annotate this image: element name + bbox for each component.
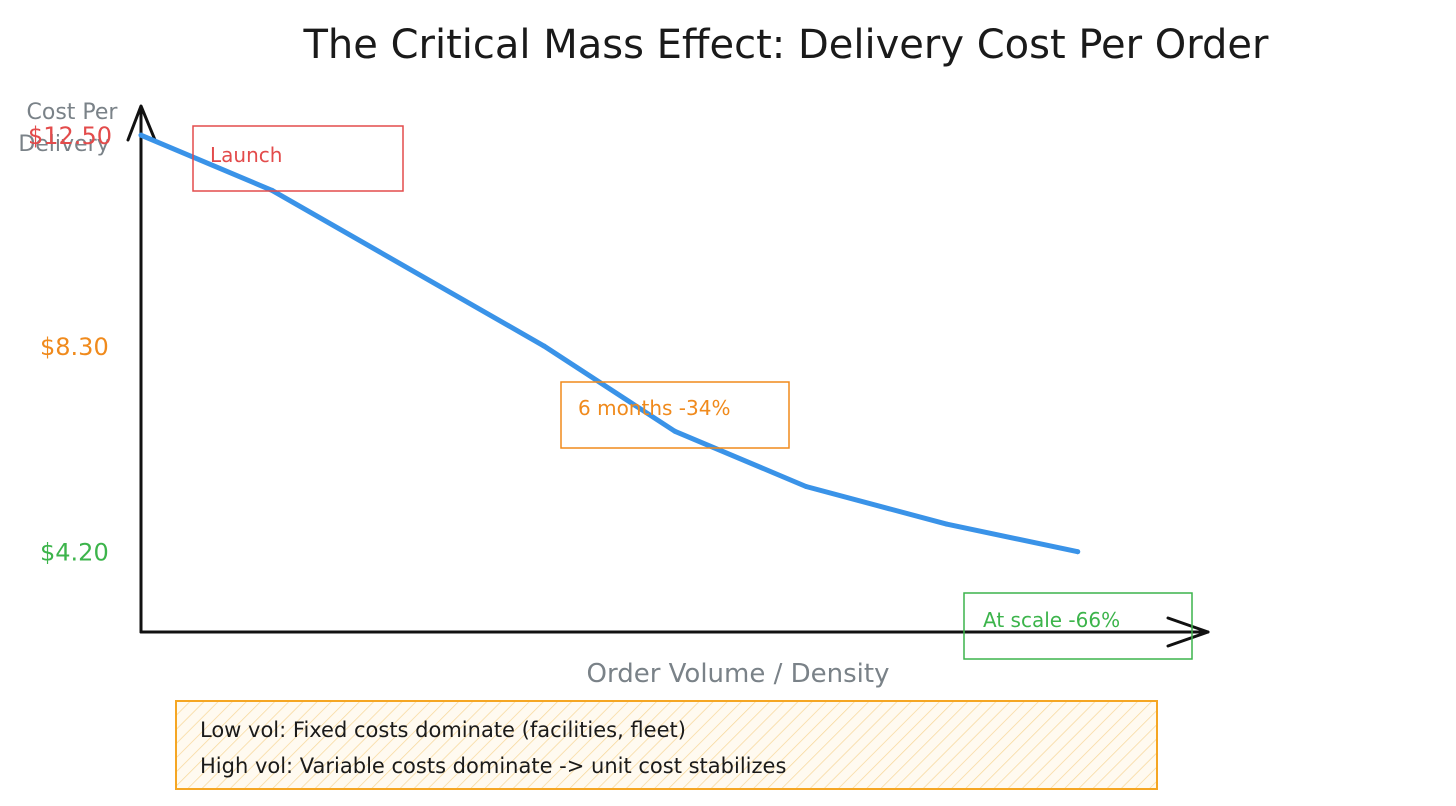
y-axis-label-line-2: Delivery: [18, 132, 109, 157]
y-tick-label-12-50: $12.50: [28, 122, 112, 150]
chart-title: The Critical Mass Effect: Delivery Cost …: [303, 22, 1270, 68]
y-tick-label-8-30: $8.30: [40, 333, 109, 361]
note-box: [175, 700, 1158, 790]
launch-annotation-label: Launch: [210, 143, 282, 167]
at-scale-annotation-box: [963, 592, 1193, 660]
six-months-annotation-label: 6 months -34%: [578, 396, 730, 420]
launch-annotation-box: [192, 125, 404, 192]
note-line-2: High vol: Variable costs dominate -> uni…: [200, 754, 786, 778]
data-point-2: [541, 343, 547, 349]
data-point-4: [803, 483, 809, 489]
data-point-5: [944, 521, 950, 527]
at-scale-annotation-label: At scale -66%: [983, 608, 1120, 632]
data-point-0: [138, 132, 144, 138]
y-axis-arrow: [126, 104, 157, 142]
y-tick-label-4-20: $4.20: [40, 539, 109, 567]
cost-curve-line: [138, 132, 1081, 555]
x-axis-label: Order Volume / Density: [587, 659, 890, 689]
data-point-3: [672, 428, 678, 434]
six-months-annotation-box: [560, 381, 790, 449]
data-point-6: [1075, 549, 1081, 555]
x-axis-arrow: [1166, 616, 1210, 648]
note-line-1: Low vol: Fixed costs dominate (facilitie…: [200, 718, 686, 742]
y-axis-label-line-1: Cost Per: [27, 100, 119, 125]
